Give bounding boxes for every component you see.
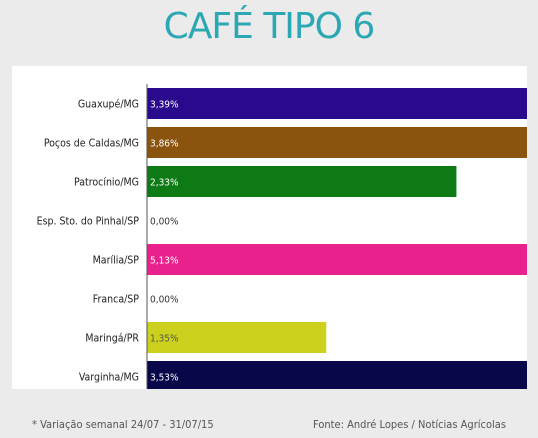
chart-title: CAFÉ TIPO 6: [163, 6, 376, 47]
value-label-maringa-pr: 1,35%: [150, 334, 179, 345]
bar-varginha-mg: [147, 361, 527, 389]
value-label-patrocinio-mg: 2,33%: [150, 178, 179, 189]
category-label-marilia-sp: Marília/SP: [93, 255, 140, 267]
value-label-varginha-mg: 3,53%: [150, 373, 179, 384]
value-label-pocos-de-caldas-mg: 3,86%: [150, 139, 179, 150]
bar-guaxupe-mg: [147, 88, 527, 119]
category-label-patrocinio-mg: Patrocínio/MG: [74, 177, 139, 189]
value-label-franca-sp: 0,00%: [150, 295, 179, 306]
bar-pocos-de-caldas-mg: [147, 127, 527, 158]
category-label-maringa-pr: Maringá/PR: [85, 333, 139, 345]
category-label-guaxupe-mg: Guaxupé/MG: [78, 99, 139, 111]
category-label-varginha-mg: Varginha/MG: [79, 372, 139, 384]
bar-maringa-pr: [147, 322, 327, 353]
category-label-franca-sp: Franca/SP: [93, 294, 139, 306]
bar-marilia-sp: [147, 244, 527, 275]
category-label-esp-sto-do-pinhal-sp: Esp. Sto. do Pinhal/SP: [37, 216, 140, 228]
bar-patrocinio-mg: [147, 166, 457, 197]
footer-source: Fonte: André Lopes / Notícias Agrícolas: [313, 418, 506, 431]
value-label-marilia-sp: 5,13%: [150, 256, 179, 267]
category-label-pocos-de-caldas-mg: Poços de Caldas/MG: [44, 138, 139, 150]
bar-chart: Guaxupé/MG Poços de Caldas/MG Patrocínio/M…: [37, 84, 527, 389]
value-label-guaxupe-mg: 3,39%: [150, 100, 179, 111]
value-label-esp-sto-do-pinhal-sp: 0,00%: [150, 217, 179, 228]
footer-note: * Variação semanal 24/07 - 31/07/15: [32, 418, 214, 431]
chart-panel: Guaxupé/MG Poços de Caldas/MG Patrocínio/M…: [12, 66, 527, 389]
